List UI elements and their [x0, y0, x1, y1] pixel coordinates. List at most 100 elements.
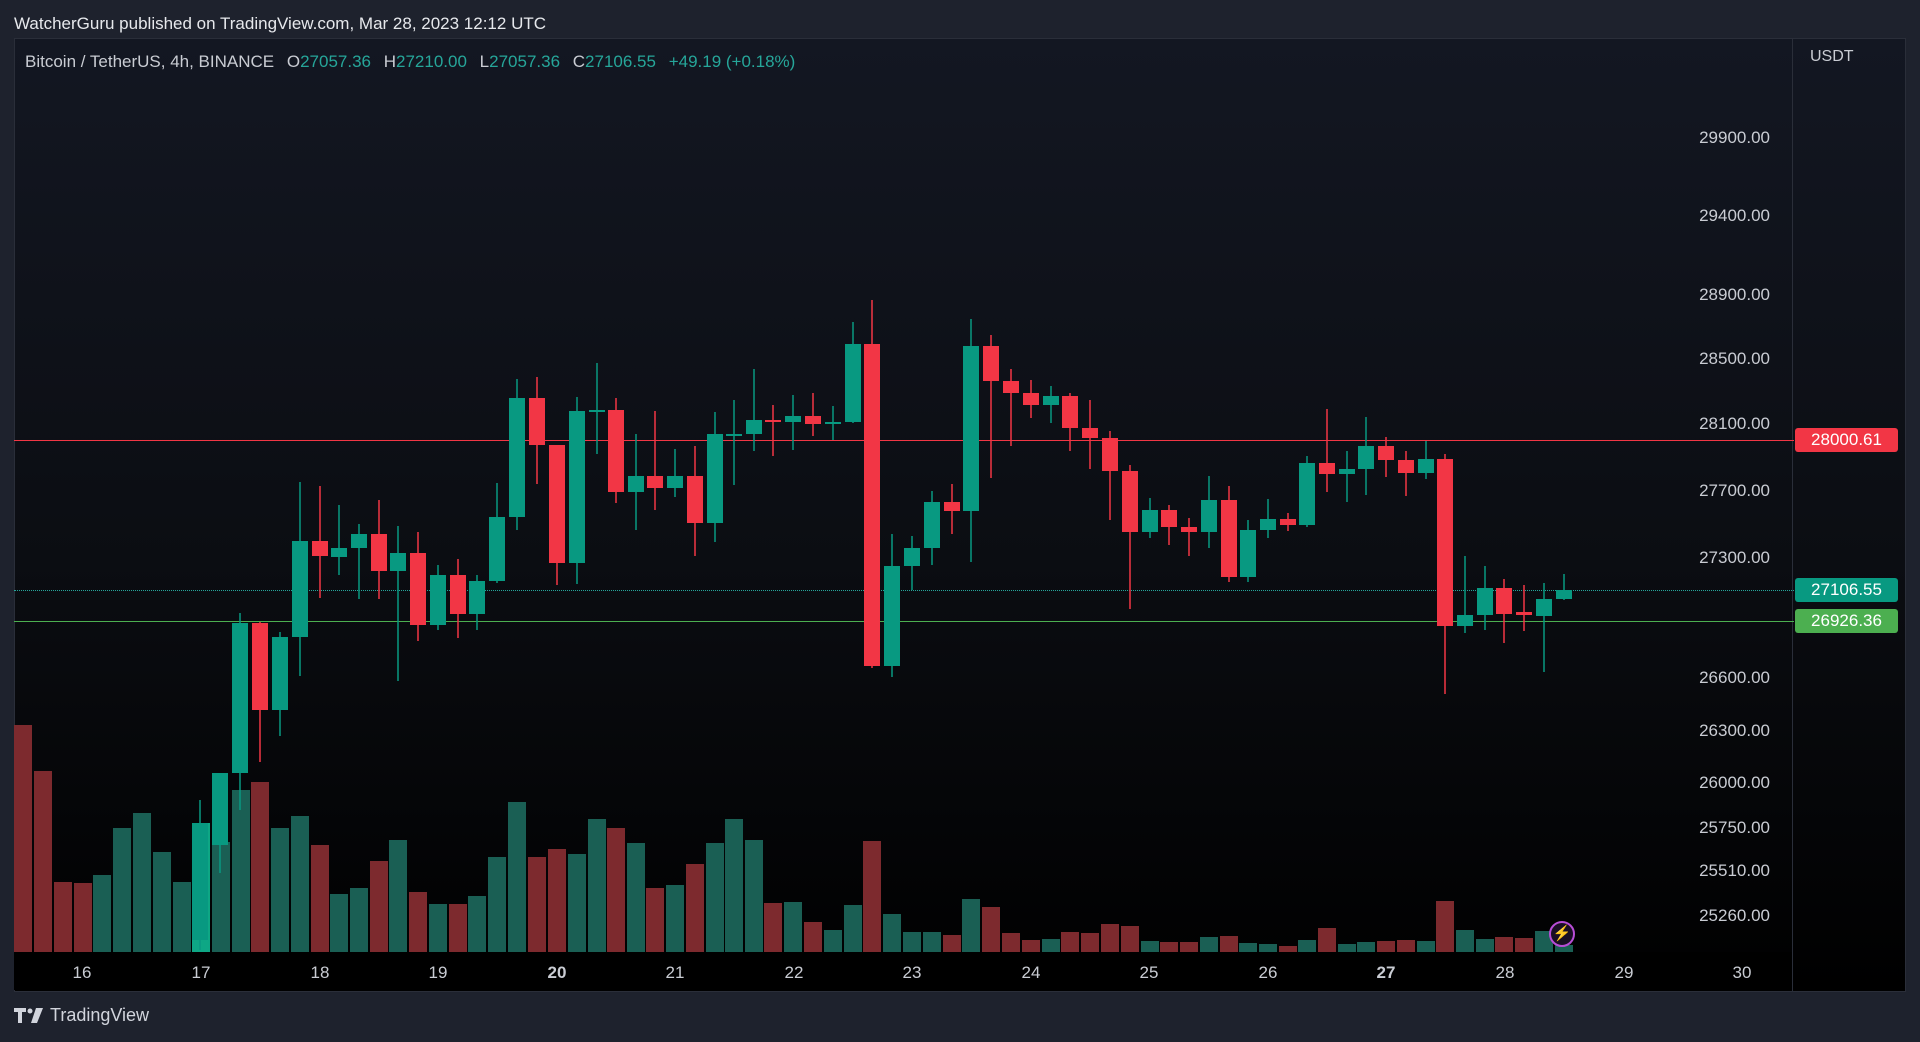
candle[interactable]: [864, 300, 880, 668]
candle[interactable]: [331, 505, 347, 575]
candle[interactable]: [647, 411, 663, 510]
candle[interactable]: [252, 622, 268, 762]
candle[interactable]: [390, 526, 406, 681]
candle[interactable]: [469, 575, 485, 630]
time-axis-label: 22: [784, 963, 804, 982]
candle[interactable]: [292, 482, 308, 676]
candle[interactable]: [1358, 417, 1374, 495]
candle[interactable]: [1280, 513, 1296, 531]
candle[interactable]: [667, 449, 683, 497]
volume-bar: [764, 903, 782, 952]
candle[interactable]: [549, 445, 565, 585]
resistance-price-badge: 28000.61: [1795, 428, 1898, 452]
candle[interactable]: [726, 400, 742, 485]
candle[interactable]: [1043, 386, 1059, 423]
candle[interactable]: [1003, 369, 1019, 446]
price-axis-label: 28500.00: [1699, 349, 1770, 368]
candle[interactable]: [825, 406, 841, 440]
candle[interactable]: [983, 335, 999, 478]
candle[interactable]: [1062, 393, 1078, 451]
candle[interactable]: [212, 773, 228, 873]
candle[interactable]: [1339, 451, 1355, 502]
candle[interactable]: [746, 369, 762, 451]
candle[interactable]: [1201, 476, 1217, 548]
candle[interactable]: [1260, 499, 1276, 538]
candle[interactable]: [1221, 486, 1237, 582]
open-value: 27057.36: [300, 52, 371, 71]
volume-bar: [1476, 939, 1494, 952]
resistance-line[interactable]: [14, 440, 1794, 441]
volume-bar: [251, 782, 269, 952]
candle[interactable]: [1437, 454, 1453, 694]
candle[interactable]: [707, 412, 723, 542]
candle[interactable]: [608, 398, 624, 503]
candle[interactable]: [924, 491, 940, 565]
candle[interactable]: [272, 632, 288, 736]
candle[interactable]: [904, 536, 920, 590]
last-price-badge: 27106.55: [1795, 578, 1898, 602]
candle[interactable]: [1457, 556, 1473, 633]
time-axis[interactable]: [14, 952, 1792, 990]
candle[interactable]: [430, 565, 446, 630]
tradingview-logo[interactable]: TradingView: [14, 1005, 149, 1026]
candle[interactable]: [1516, 585, 1532, 631]
support-line[interactable]: [14, 621, 1794, 622]
candle[interactable]: [1102, 431, 1118, 520]
candle[interactable]: [1319, 409, 1335, 492]
volume-bar: [93, 875, 111, 952]
candle[interactable]: [687, 446, 703, 556]
volume-bar: [943, 935, 961, 952]
volume-bar: [706, 843, 724, 952]
candle[interactable]: [963, 319, 979, 562]
lightning-icon[interactable]: ⚡: [1549, 921, 1575, 947]
candle[interactable]: [1496, 579, 1512, 643]
volume-bar: [173, 882, 191, 952]
candle[interactable]: [450, 559, 466, 638]
candle[interactable]: [1418, 441, 1434, 479]
candle[interactable]: [1477, 566, 1493, 630]
candle[interactable]: [805, 393, 821, 436]
candle[interactable]: [569, 397, 585, 584]
volume-bar: [1318, 928, 1336, 952]
candle[interactable]: [1082, 400, 1098, 469]
candle[interactable]: [1556, 574, 1572, 600]
candle[interactable]: [1142, 498, 1158, 538]
chart-frame[interactable]: [14, 38, 1906, 992]
volume-bar: [1298, 940, 1316, 952]
volume-bar: [389, 840, 407, 952]
price-axis-unit[interactable]: USDT: [1810, 48, 1854, 65]
candle[interactable]: [509, 379, 525, 530]
candle[interactable]: [1299, 456, 1315, 527]
candle[interactable]: [628, 434, 644, 530]
candle[interactable]: [944, 484, 960, 534]
candle[interactable]: [884, 534, 900, 677]
volume-bar: [1101, 924, 1119, 952]
candle[interactable]: [765, 405, 781, 456]
candle[interactable]: [845, 322, 861, 423]
tradingview-brand: TradingView: [50, 1005, 150, 1025]
candle[interactable]: [1181, 518, 1197, 556]
candle[interactable]: [371, 500, 387, 599]
candle[interactable]: [785, 395, 801, 450]
last-price-line[interactable]: [14, 590, 1794, 591]
candle[interactable]: [529, 377, 545, 484]
volume-bar: [588, 819, 606, 952]
candle[interactable]: [192, 800, 208, 950]
candle[interactable]: [1161, 505, 1177, 545]
candle[interactable]: [312, 486, 328, 598]
candle[interactable]: [1240, 520, 1256, 582]
candle[interactable]: [351, 524, 367, 599]
candle[interactable]: [232, 613, 248, 810]
candle[interactable]: [1378, 437, 1394, 477]
candle[interactable]: [1122, 465, 1138, 609]
candle[interactable]: [1023, 380, 1039, 418]
candle[interactable]: [1536, 583, 1552, 672]
candle[interactable]: [489, 483, 505, 583]
time-axis-label: 18: [310, 963, 330, 982]
candle[interactable]: [589, 363, 605, 454]
candle[interactable]: [1398, 451, 1414, 496]
candle[interactable]: [410, 532, 426, 641]
symbol-name[interactable]: Bitcoin / TetherUS, 4h, BINANCE: [25, 52, 275, 71]
volume-bar: [409, 892, 427, 952]
